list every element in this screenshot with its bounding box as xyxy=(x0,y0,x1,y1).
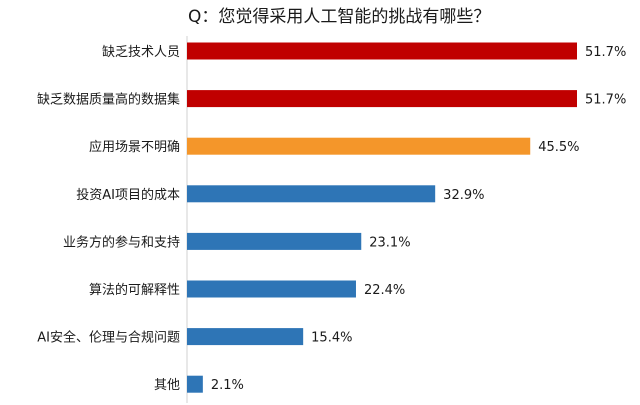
data-label: 51.7% xyxy=(585,45,626,60)
category-label: AI安全、伦理与合规问题 xyxy=(37,330,180,346)
bar xyxy=(187,185,436,203)
category-label: 应用场景不明确 xyxy=(89,139,180,155)
bars-group: 缺乏技术人员 51.7% 缺乏数据质量高的数据集 51.7% 应用场景不明确 45.5% 投… xyxy=(37,42,626,393)
data-label: 51.7% xyxy=(585,93,626,108)
bar xyxy=(187,90,577,108)
bar xyxy=(187,137,531,155)
data-label: 45.5% xyxy=(538,140,579,155)
category-label: 投资AI项目的成本 xyxy=(76,187,180,203)
bar xyxy=(187,42,577,60)
data-label: 2.1% xyxy=(211,378,244,393)
category-label: 缺乏技术人员 xyxy=(102,45,180,60)
category-label: 其他 xyxy=(154,378,180,393)
data-label: 32.9% xyxy=(443,188,484,203)
category-label: 算法的可解释性 xyxy=(89,282,180,298)
data-label: 23.1% xyxy=(369,235,410,250)
bar xyxy=(187,328,304,346)
bar xyxy=(187,280,356,298)
category-label: 缺乏数据质量高的数据集 xyxy=(37,92,180,108)
data-label: 15.4% xyxy=(311,331,352,346)
category-label: 业务方的参与和支持 xyxy=(63,234,180,250)
data-label: 22.4% xyxy=(364,283,405,298)
bar xyxy=(187,375,203,393)
chart-title: Q：您觉得采用人工智能的挑战有哪些？ xyxy=(188,7,490,27)
bar xyxy=(187,232,362,250)
